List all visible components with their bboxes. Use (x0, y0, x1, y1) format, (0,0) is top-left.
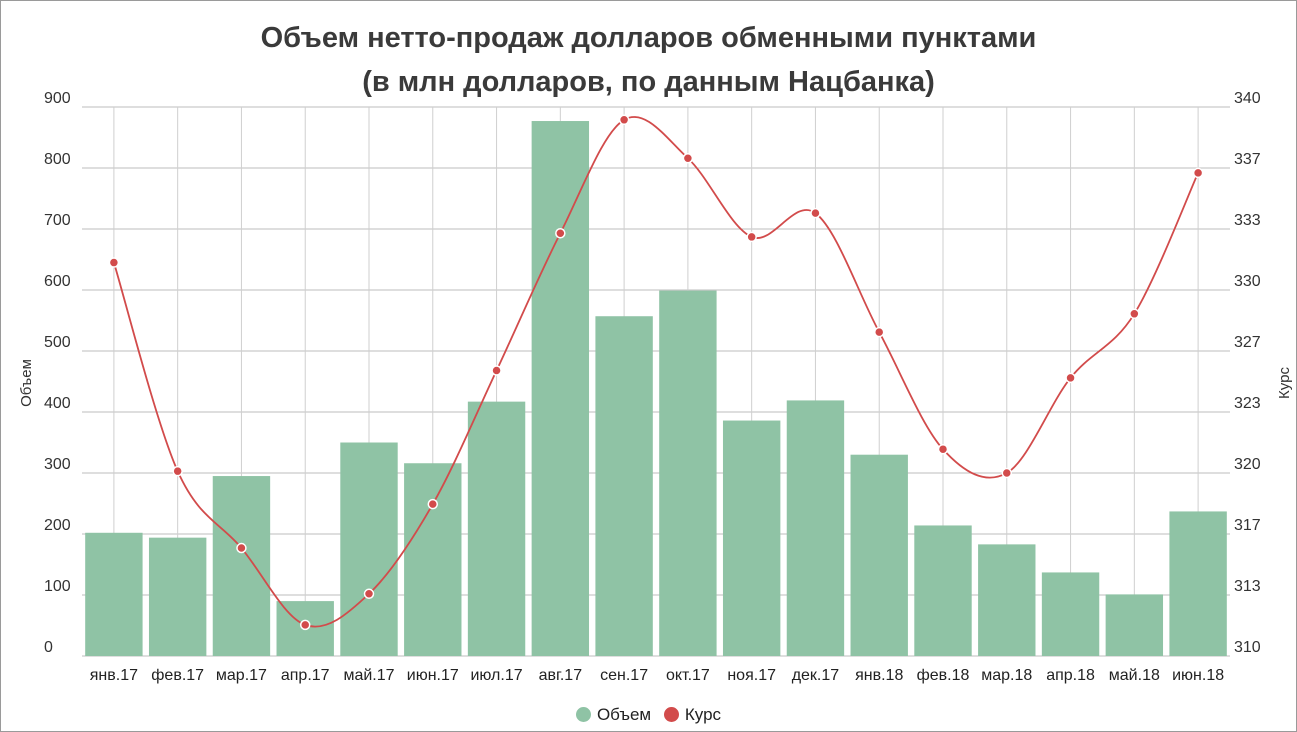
x-tick-label: янв.17 (90, 667, 138, 684)
y-axis-label: Объем (18, 359, 35, 407)
x-tick-label: фев.18 (917, 667, 970, 684)
y-tick-label: 200 (44, 517, 71, 534)
y2-tick-label: 340 (1234, 90, 1261, 107)
bar-volume (786, 400, 845, 656)
rate-point (1001, 467, 1013, 479)
y-tick-label: 300 (44, 456, 71, 473)
x-tick-label: апр.17 (281, 667, 330, 684)
rate-point (108, 257, 120, 268)
chart-title: Объем нетто-продаж долларов обменными пу… (260, 22, 1037, 54)
bar-volume (659, 290, 717, 656)
rate-point (937, 443, 949, 455)
bar-volume (1169, 511, 1227, 656)
y-tick-label: 700 (44, 212, 71, 229)
x-tick-label: янв.18 (855, 667, 903, 684)
rate-point (427, 498, 439, 510)
x-tick-label: май.17 (343, 667, 394, 684)
rate-point (299, 619, 311, 631)
rate-point (172, 465, 183, 477)
y2-axis-label: Курс (1276, 367, 1293, 399)
rate-point (618, 114, 630, 126)
rate-line (113, 116, 1199, 628)
rate-point (746, 231, 757, 243)
y2-tick-label: 323 (1234, 395, 1261, 412)
rate-point (873, 326, 885, 338)
bars-group (85, 121, 1227, 656)
legend-swatch-volume (575, 707, 591, 722)
y2-tick-label: 310 (1234, 639, 1261, 656)
y2-tick-label: 320 (1234, 456, 1261, 473)
legend-item-rate[interactable]: Курс (663, 705, 722, 725)
x-axis-ticks: янв.17 фев.17 мар.17 апр.17 май.17 июн.17 июл.… (90, 667, 1224, 684)
y2-tick-label: 337 (1234, 151, 1261, 168)
x-tick-label: мар.18 (981, 667, 1032, 684)
bar-volume (340, 442, 398, 656)
rate-point (810, 207, 821, 219)
rate-point (236, 542, 247, 554)
chart-subtitle: (в млн долларов, по данным Нацбанка) (362, 66, 935, 98)
y2-tick-label: 327 (1234, 334, 1261, 351)
chart-title-block: Объем нетто-продаж долларов обменными пу… (0, 16, 1297, 104)
x-tick-label: июн.17 (407, 667, 459, 684)
legend: Объем Курс (0, 705, 1297, 725)
y2-tick-label: 333 (1234, 212, 1261, 229)
bar-volume (1105, 594, 1164, 656)
x-tick-label: июн.18 (1172, 667, 1224, 684)
x-tick-label: ноя.17 (727, 667, 776, 684)
y-tick-label: 0 (44, 639, 53, 656)
y2-tick-label: 317 (1234, 517, 1261, 534)
legend-label-rate: Курс (684, 705, 722, 724)
bar-volume (595, 316, 653, 656)
y-tick-label: 100 (44, 578, 71, 595)
y-tick-label: 400 (44, 395, 71, 412)
x-tick-label: мар.17 (216, 667, 267, 684)
bar-volume (467, 401, 526, 656)
rate-point (682, 152, 694, 164)
bar-volume (212, 476, 271, 656)
x-tick-label: май.18 (1109, 667, 1160, 684)
rate-point (1129, 308, 1140, 320)
x-tick-label: апр.18 (1046, 667, 1095, 684)
y-tick-label: 900 (44, 90, 71, 107)
x-tick-label: сен.17 (600, 667, 648, 684)
bar-volume (978, 544, 1036, 656)
x-tick-label: авг.17 (539, 667, 583, 684)
x-tick-label: июл.17 (470, 667, 522, 684)
bar-volume (404, 463, 462, 656)
bar-volume (914, 525, 972, 656)
y-axis-right-ticks: 310 313 317 320 323 327 330 333 337 340 (1234, 90, 1261, 656)
y-tick-label: 500 (44, 334, 71, 351)
rate-point (555, 228, 566, 239)
legend-label-volume: Объем (596, 705, 652, 724)
rate-point (1192, 167, 1204, 179)
y-tick-label: 600 (44, 273, 71, 290)
bar-volume (1041, 572, 1100, 656)
legend-item-volume[interactable]: Объем (575, 705, 652, 725)
rate-point (363, 588, 375, 600)
y-tick-label: 800 (44, 151, 71, 168)
bar-volume (722, 420, 781, 656)
legend-swatch-rate (663, 707, 679, 722)
y2-tick-label: 330 (1234, 273, 1261, 290)
x-tick-label: окт.17 (666, 667, 710, 684)
y2-tick-label: 313 (1234, 578, 1261, 595)
bar-volume (148, 537, 207, 656)
bar-volume (850, 454, 908, 656)
bar-volume (85, 532, 143, 656)
y-axis-left-ticks: 0 100 200 300 400 500 600 700 800 900 (44, 90, 71, 656)
rate-point (491, 365, 502, 376)
rate-point (1065, 372, 1076, 384)
x-tick-label: фев.17 (151, 667, 204, 684)
bar-volume (531, 121, 590, 656)
x-tick-label: дек.17 (792, 667, 840, 684)
rate-line-group (108, 114, 1204, 631)
